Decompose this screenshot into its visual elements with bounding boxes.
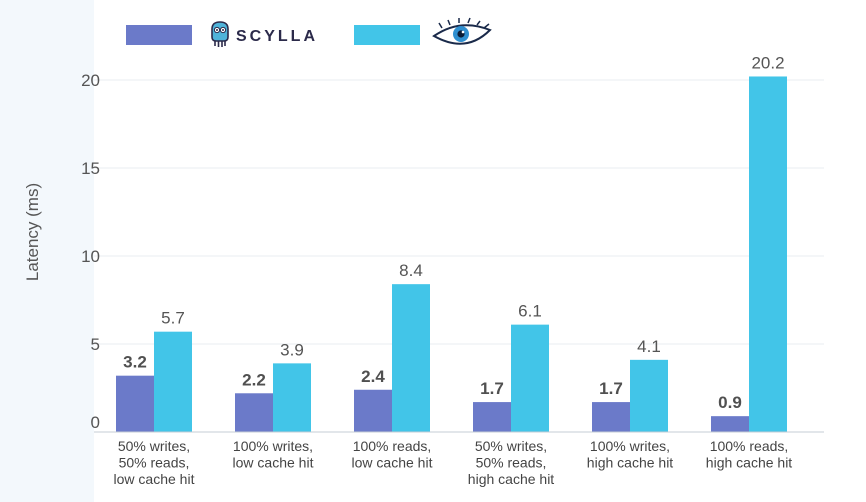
- x-tick-label: 50% writes, 50% reads, low cache hit: [114, 438, 195, 487]
- bar-cassandra: [273, 363, 311, 432]
- x-tick-label: 100% reads, high cache hit: [706, 438, 793, 471]
- x-tick-label: 50% writes, 50% reads, high cache hit: [468, 438, 555, 487]
- legend-label-scylla: SCYLLA: [236, 28, 318, 45]
- bar-value-label: 8.4: [399, 261, 423, 280]
- bar-value-label: 1.7: [599, 379, 623, 398]
- bar-scylla: [711, 416, 749, 432]
- bar-scylla: [116, 375, 154, 432]
- legend-swatch-scylla: [126, 25, 192, 45]
- x-tick-label: 100% writes, high cache hit: [587, 438, 674, 471]
- bar-scylla: [473, 402, 511, 432]
- scylla-monster-logo: [211, 21, 229, 47]
- bar-cassandra: [630, 359, 668, 432]
- bar-value-labels: 3.2 5.7 2.2 3.9 2.4 8.4 1.7 6.1 1.7 4.1 0.9 20.2: [123, 53, 784, 412]
- bar-scylla: [235, 393, 273, 432]
- y-tick-labels: 0 5 10 15 20: [81, 71, 100, 432]
- bar-value-label: 0.9: [718, 393, 742, 412]
- y-axis-panel: [0, 0, 94, 502]
- bar-value-label: 6.1: [518, 302, 542, 321]
- y-tick-label: 0: [91, 413, 100, 432]
- bar-cassandra: [511, 324, 549, 432]
- bar-value-label: 5.7: [161, 309, 185, 328]
- gridlines: [94, 79, 824, 345]
- bar-scylla: [354, 389, 392, 432]
- y-axis-title: Latency (ms): [23, 183, 42, 281]
- bar-value-label: 2.2: [242, 370, 266, 389]
- legend: SCYLLA: [126, 17, 492, 47]
- y-tick-label: 5: [91, 335, 100, 354]
- bar-cassandra: [392, 284, 430, 432]
- bar-value-label: 1.7: [480, 379, 504, 398]
- cassandra-eye-logo: [432, 17, 492, 45]
- bar-cassandra: [749, 76, 787, 432]
- bars: [116, 76, 787, 432]
- bar-value-label: 3.2: [123, 353, 147, 372]
- bar-value-label: 3.9: [280, 340, 304, 359]
- bar-value-label: 4.1: [637, 337, 661, 356]
- y-tick-label: 10: [81, 247, 100, 266]
- bar-value-label: 2.4: [361, 367, 385, 386]
- bar-scylla: [592, 402, 630, 432]
- y-tick-label: 15: [81, 159, 100, 178]
- y-tick-label: 20: [81, 71, 100, 90]
- bar-value-label: 20.2: [751, 53, 784, 72]
- x-tick-label: 100% reads, low cache hit: [352, 438, 433, 471]
- x-tick-label: 100% writes, low cache hit: [233, 438, 314, 471]
- legend-swatch-cassandra: [354, 25, 420, 45]
- x-tick-labels: 50% writes, 50% reads, low cache hit 100% w…: [114, 438, 793, 487]
- bar-cassandra: [154, 331, 192, 432]
